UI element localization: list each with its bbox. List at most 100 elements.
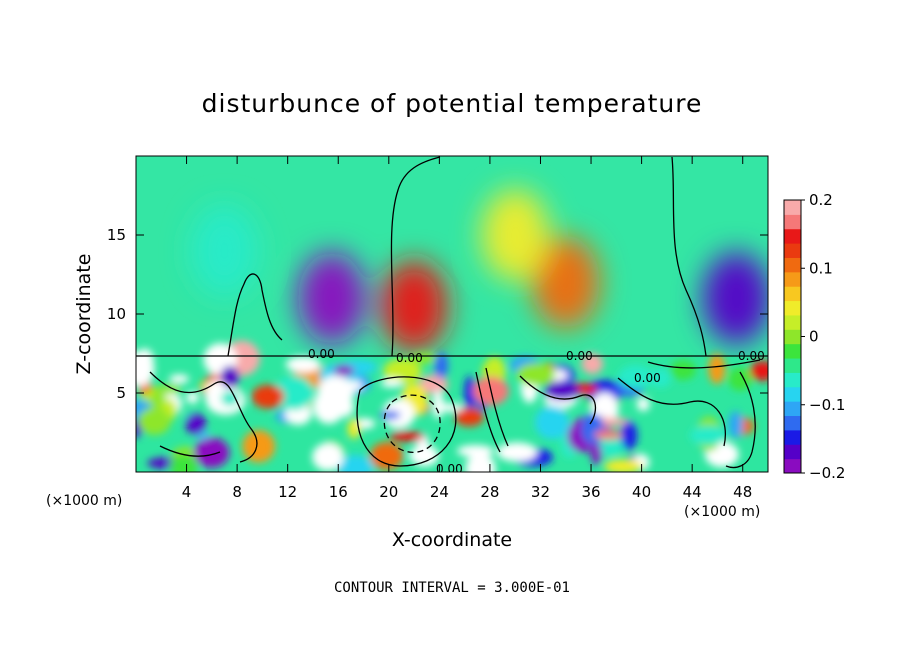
turbulence-patch: [636, 397, 650, 412]
zero-contour: [149, 371, 258, 463]
zero-contour: [475, 371, 501, 453]
y-axis: 5 10 15: [107, 226, 768, 402]
anomaly-blob: [702, 252, 768, 345]
zero-contour: [390, 156, 441, 357]
colorbar-cell: [784, 271, 801, 287]
turbulence-patch: [242, 430, 276, 463]
turbulence-patch: [317, 375, 354, 412]
turbulence-patch: [496, 442, 538, 462]
y-axis-title: Z-coordinate: [73, 254, 95, 375]
contour-label: 0.00: [396, 351, 423, 365]
zero-contour: [159, 445, 221, 457]
anomaly-blob: [481, 189, 550, 281]
colorbar-cell: [784, 314, 801, 330]
turbulence-patch: [670, 360, 697, 380]
turbulence-patch: [370, 442, 404, 470]
colorbar-cell: [784, 358, 801, 373]
turbulence-patch: [434, 352, 449, 379]
y-tick-label: 15: [107, 226, 126, 244]
colorbar-cell: [784, 243, 801, 258]
turbulence-patch: [593, 430, 623, 440]
colorbar-cell: [784, 458, 801, 474]
zero-contour: [519, 375, 597, 425]
colorbar-cell: [784, 415, 801, 431]
turbulence-patch: [337, 454, 374, 472]
anomaly-blob: [297, 252, 366, 345]
turbulence-patch: [581, 413, 604, 445]
turbulence-patch: [728, 367, 752, 391]
zero-contour: [227, 273, 283, 357]
colorbar: 0.2 0.1 0 −0.1 −0.2: [783, 191, 845, 482]
zero-contour: [725, 371, 756, 469]
turbulence-patch: [464, 375, 475, 411]
turbulence-patch: [274, 375, 314, 411]
turbulence-patch: [749, 360, 768, 382]
x-tick-label: 12: [278, 483, 297, 501]
x-unit-label-right: (×1000 m): [684, 504, 760, 520]
turbulence-patch: [169, 374, 190, 384]
y-tick-label: 5: [116, 384, 126, 402]
turbulence-patch: [603, 459, 643, 472]
turbulence-patch: [251, 384, 285, 409]
y-tick-label: 10: [107, 305, 126, 323]
turbulence-patch: [465, 453, 496, 472]
colorbar-tick-label: −0.2: [809, 464, 845, 482]
anomaly-blob: [531, 236, 600, 329]
turbulence-patch: [285, 356, 321, 373]
colorbar-cell: [784, 401, 801, 417]
zero-contour: [356, 376, 457, 467]
turbulence-patch: [432, 389, 444, 420]
colorbar-cell: [784, 386, 801, 402]
plot-area: 0.00 0.00 0.00 0.00 0.00 0.00: [136, 156, 768, 472]
x-tick-label: 20: [379, 483, 398, 501]
turbulence-patch: [597, 435, 624, 456]
x-unit-label: (×1000 m): [46, 493, 122, 509]
x-tick-label: 40: [632, 483, 651, 501]
turbulence-patch: [193, 437, 230, 468]
contour-label: 0.00: [738, 349, 765, 363]
turbulence-patch: [581, 353, 604, 375]
turbulence-patch: [436, 403, 464, 412]
turbulence-patch: [185, 412, 207, 436]
colorbar-tick-label: −0.1: [809, 396, 845, 414]
x-tick-label: 16: [329, 483, 348, 501]
turbulence-patch: [534, 405, 569, 440]
turbulence-patch: [333, 365, 355, 377]
colorbar-cell: [784, 300, 801, 316]
x-tick-label: 24: [430, 483, 449, 501]
colorbar-cell: [784, 329, 801, 345]
zero-contour: [671, 156, 707, 357]
x-tick-label: 4: [182, 483, 192, 501]
turbulence-patch: [620, 421, 638, 450]
x-tick-label: 28: [480, 483, 499, 501]
contour-label: 0.00: [308, 347, 335, 361]
turbulence-patch: [708, 353, 726, 385]
turbulence-patch: [408, 449, 433, 460]
colorbar-cell: [784, 200, 801, 215]
x-axis-title: X-coordinate: [392, 529, 512, 551]
x-axis: 4 8 12 16 20 24 28 32 36 40 44 48: [182, 156, 752, 501]
colorbar-cell: [784, 286, 801, 302]
zero-contour: [647, 359, 761, 369]
turbulence-patch: [380, 378, 404, 388]
turbulence-patch: [312, 443, 344, 471]
turbulence-patch: [169, 453, 198, 472]
colorbar-cell: [784, 343, 801, 359]
x-tick-label: 36: [581, 483, 600, 501]
turbulence-patch: [650, 368, 672, 388]
zero-contour: [383, 394, 441, 453]
contour-label: 0.00: [566, 349, 593, 363]
colorbar-cell: [784, 444, 801, 460]
chart-title: disturbunce of potential temperature: [202, 89, 703, 118]
turbulence-patch: [220, 365, 240, 388]
turbulence-patch: [138, 407, 171, 435]
x-tick-label: 8: [232, 483, 242, 501]
turbulence-patch: [379, 410, 401, 420]
colorbar-cell: [784, 372, 801, 388]
turbulence-patch: [454, 407, 485, 427]
colorbar-cell: [784, 257, 801, 273]
turbulence-patch: [186, 391, 199, 404]
x-tick-label: 32: [531, 483, 550, 501]
turbulence-patch: [728, 411, 743, 439]
